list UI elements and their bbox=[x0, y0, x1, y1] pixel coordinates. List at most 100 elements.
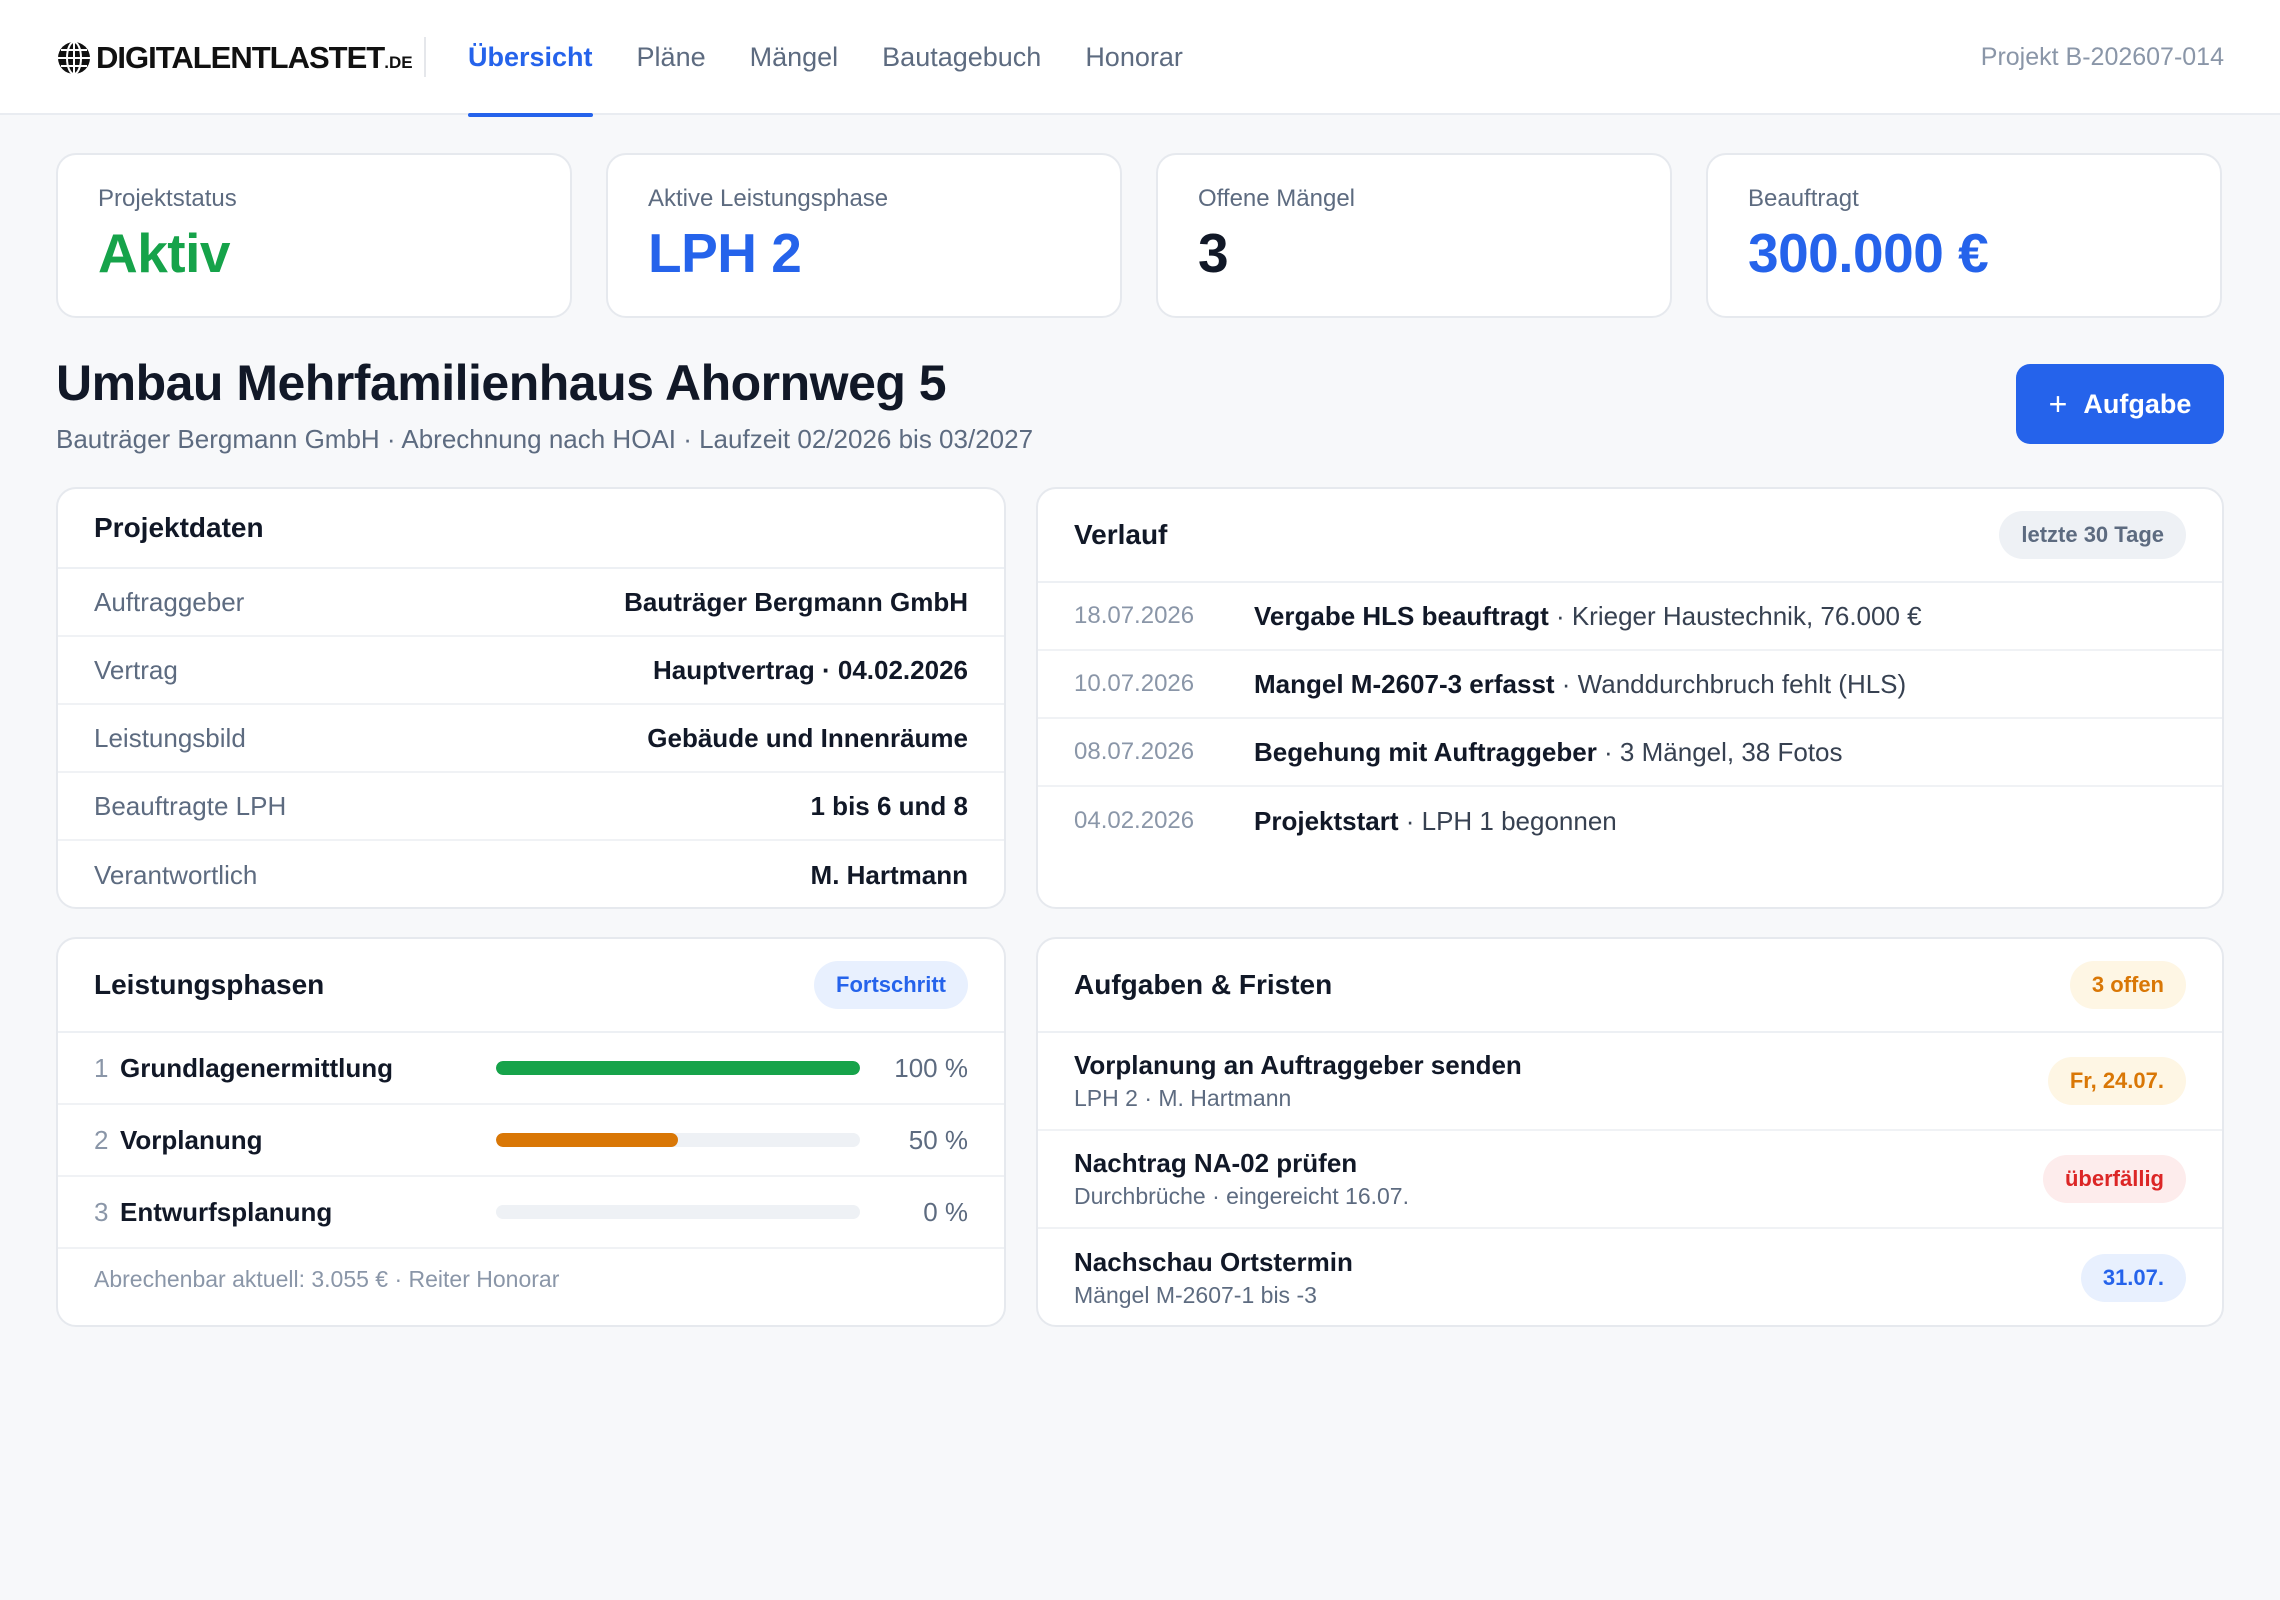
data-row: Verantwortlich M. Hartmann bbox=[58, 841, 1004, 907]
progress-fill bbox=[496, 1133, 678, 1147]
tab-plaene[interactable]: Pläne bbox=[636, 42, 706, 72]
add-task-label: Aufgabe bbox=[2083, 388, 2192, 419]
progress-percent: 50 % bbox=[908, 1124, 968, 1155]
task-text: Nachtrag NA-02 prüfen Durchbrüche · eing… bbox=[1074, 1148, 1409, 1210]
period-badge[interactable]: letzte 30 Tage bbox=[1999, 511, 2186, 559]
timeline-entry: 18.07.2026 Vergabe HLS beauftragt · Krie… bbox=[1038, 583, 2222, 651]
leistungsphasen-card: Leistungsphasen Fortschritt 1 Grundlagen… bbox=[56, 937, 1006, 1327]
phase-name: Vorplanung bbox=[120, 1124, 263, 1155]
entry-date: 08.07.2026 bbox=[1074, 738, 1195, 765]
row-key: Verantwortlich bbox=[94, 859, 258, 890]
kpi-value: LPH 2 bbox=[648, 222, 802, 284]
row-value: Gebäude und Innenräume bbox=[647, 722, 968, 753]
task-sub: Durchbrüche · eingereicht 16.07. bbox=[1074, 1183, 1409, 1209]
phase-number: 2 bbox=[94, 1124, 109, 1155]
card-header: Leistungsphasen Fortschritt bbox=[58, 939, 1004, 1033]
task-row[interactable]: Nachtrag NA-02 prüfen Durchbrüche · eing… bbox=[1038, 1131, 2222, 1229]
due-badge: 31.07. bbox=[2080, 1254, 2186, 1302]
task-text: Vorplanung an Auftraggeber senden LPH 2 … bbox=[1074, 1050, 1522, 1112]
data-row: Auftraggeber Bauträger Bergmann GmbH bbox=[58, 569, 1004, 637]
progress-percent: 100 % bbox=[894, 1052, 968, 1083]
progress-bar bbox=[496, 1133, 860, 1147]
header-divider bbox=[424, 37, 426, 77]
top-header: DIGITALENTLASTET.DE Übersicht Pläne Mäng… bbox=[0, 0, 2280, 117]
plus-icon: + bbox=[2048, 385, 2068, 422]
kpi-label: Offene Mängel bbox=[1198, 185, 1355, 212]
tab-uebersicht[interactable]: Übersicht bbox=[468, 0, 593, 117]
project-id: Projekt B-202607-014 bbox=[1980, 43, 2224, 71]
progress-bar bbox=[496, 1205, 860, 1219]
card-title: Projektdaten bbox=[94, 512, 264, 543]
task-title: Vorplanung an Auftraggeber senden bbox=[1074, 1050, 1522, 1080]
progress-badge: Fortschritt bbox=[814, 961, 968, 1009]
due-badge: Fr, 24.07. bbox=[2047, 1057, 2186, 1105]
task-row[interactable]: Vorplanung an Auftraggeber senden LPH 2 … bbox=[1038, 1033, 2222, 1131]
phase-number: 1 bbox=[94, 1052, 109, 1083]
overdue-badge: überfällig bbox=[2042, 1155, 2186, 1203]
kpi-leistungsphase: Aktive Leistungsphase LPH 2 bbox=[606, 153, 1122, 318]
task-text: Nachschau Ortstermin Mängel M-2607-1 bis… bbox=[1074, 1247, 1353, 1309]
kpi-label: Beauftragt bbox=[1748, 185, 1859, 212]
timeline-entry: 10.07.2026 Mangel M-2607-3 erfasst · Wan… bbox=[1038, 651, 2222, 719]
row-key: Vertrag bbox=[94, 654, 178, 685]
task-sub: Mängel M-2607-1 bis -3 bbox=[1074, 1282, 1317, 1308]
page-title: Umbau Mehrfamilienhaus Ahornweg 5 bbox=[56, 355, 947, 411]
phase-row: 1 Grundlagenermittlung 100 % bbox=[58, 1033, 1004, 1105]
task-title: Nachschau Ortstermin bbox=[1074, 1247, 1353, 1277]
data-row: Vertrag Hauptvertrag · 04.02.2026 bbox=[58, 637, 1004, 705]
card-title: Leistungsphasen bbox=[94, 969, 325, 1000]
phase-number: 3 bbox=[94, 1196, 109, 1227]
entry-date: 18.07.2026 bbox=[1074, 602, 1195, 629]
aufgaben-card: Aufgaben & Fristen 3 offen Vorplanung an… bbox=[1036, 937, 2224, 1327]
add-task-button[interactable]: + Aufgabe bbox=[2016, 364, 2224, 444]
globe-icon bbox=[58, 41, 90, 75]
verlauf-card: Verlauf letzte 30 Tage 18.07.2026 Vergab… bbox=[1036, 487, 2224, 909]
tab-bautagebuch[interactable]: Bautagebuch bbox=[882, 42, 1042, 72]
task-title: Nachtrag NA-02 prüfen bbox=[1074, 1148, 1358, 1178]
row-key: Leistungsbild bbox=[94, 722, 246, 753]
entry-date: 10.07.2026 bbox=[1074, 670, 1195, 697]
kpi-projektstatus: Projektstatus Aktiv bbox=[56, 153, 572, 318]
phase-name: Grundlagenermittlung bbox=[120, 1052, 393, 1083]
progress-bar bbox=[496, 1061, 860, 1075]
task-sub: LPH 2 · M. Hartmann bbox=[1074, 1085, 1292, 1111]
card-header: Aufgaben & Fristen 3 offen bbox=[1038, 939, 2222, 1033]
page-subtitle: Bauträger Bergmann GmbH · Abrechnung nac… bbox=[56, 424, 1034, 454]
phase-name: Entwurfsplanung bbox=[120, 1196, 333, 1227]
kpi-value: Aktiv bbox=[98, 222, 231, 284]
card-header: Verlauf letzte 30 Tage bbox=[1038, 489, 2222, 583]
entry-date: 04.02.2026 bbox=[1074, 807, 1195, 834]
row-value: Bauträger Bergmann GmbH bbox=[624, 586, 968, 617]
kpi-value: 3 bbox=[1198, 222, 1229, 284]
billing-note: Abrechenbar aktuell: 3.055 € · Reiter Ho… bbox=[94, 1265, 560, 1292]
card-title: Aufgaben & Fristen bbox=[1074, 969, 1333, 1000]
data-row: Leistungsbild Gebäude und Innenräume bbox=[58, 705, 1004, 773]
main-nav: Übersicht Pläne Mängel Bautagebuch Honor… bbox=[468, 0, 1227, 117]
tab-honorar[interactable]: Honorar bbox=[1085, 42, 1183, 72]
row-key: Beauftragte LPH bbox=[94, 790, 287, 821]
phase-row: 3 Entwurfsplanung 0 % bbox=[58, 1177, 1004, 1249]
row-key: Auftraggeber bbox=[94, 586, 245, 617]
projektdaten-card: Projektdaten Auftraggeber Bauträger Berg… bbox=[56, 487, 1006, 909]
logo-text: DIGITALENTLASTET.DE bbox=[96, 40, 413, 75]
tab-maengel[interactable]: Mängel bbox=[749, 42, 839, 72]
kpi-value: 300.000 € bbox=[1748, 222, 1989, 284]
entry-text: Projektstart · LPH 1 begonnen bbox=[1254, 805, 1617, 836]
card-header: Projektdaten bbox=[58, 489, 1004, 569]
progress-percent: 0 % bbox=[923, 1196, 968, 1227]
card-title: Verlauf bbox=[1074, 519, 1168, 550]
timeline-entry: 04.02.2026 Projektstart · LPH 1 begonnen bbox=[1038, 787, 2222, 855]
row-value: 1 bis 6 und 8 bbox=[810, 790, 969, 821]
kpi-beauftragt: Beauftragt 300.000 € bbox=[1706, 153, 2222, 318]
row-value: M. Hartmann bbox=[810, 859, 968, 890]
phase-row: 2 Vorplanung 50 % bbox=[58, 1105, 1004, 1177]
entry-text: Mangel M-2607-3 erfasst · Wanddurchbruch… bbox=[1254, 668, 1907, 699]
kpi-label: Aktive Leistungsphase bbox=[648, 185, 889, 212]
task-row[interactable]: Nachschau Ortstermin Mängel M-2607-1 bis… bbox=[1038, 1229, 2222, 1325]
entry-text: Begehung mit Auftraggeber · 3 Mängel, 38… bbox=[1254, 736, 1843, 767]
data-row: Beauftragte LPH 1 bis 6 und 8 bbox=[58, 773, 1004, 841]
progress-fill bbox=[496, 1061, 860, 1075]
kpi-label: Projektstatus bbox=[98, 185, 237, 212]
logo[interactable]: DIGITALENTLASTET.DE bbox=[56, 38, 413, 78]
open-count-badge: 3 offen bbox=[2069, 961, 2186, 1009]
